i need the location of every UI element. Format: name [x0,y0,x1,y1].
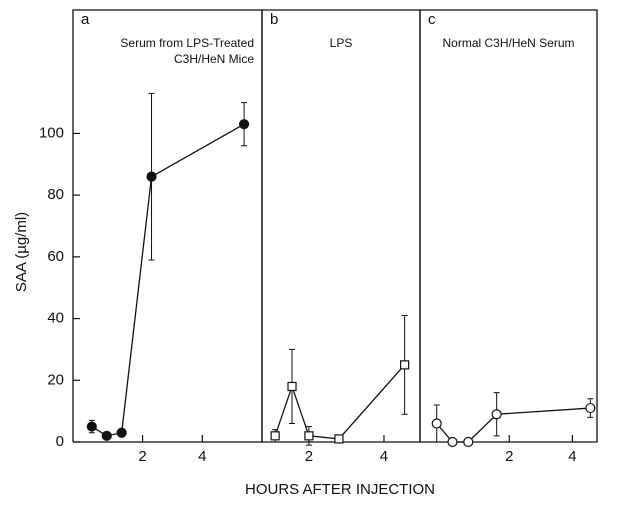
marker [447,436,458,448]
panel-label: a [81,11,90,28]
marker [491,409,502,420]
marker [146,171,157,182]
x-tick-label: 2 [305,448,313,465]
panel-frame [72,9,263,443]
x-tick-label: 4 [198,448,206,465]
x-tick-label: 2 [138,448,146,465]
marker [287,381,297,392]
marker [463,436,474,448]
x-tick-label: 4 [380,448,388,465]
panel-title: Normal C3H/HeN Serum [442,36,574,50]
panel-label: c [428,11,436,28]
marker [238,119,250,130]
marker [304,431,314,441]
y-tick-label: 20 [47,371,64,388]
marker [101,430,112,441]
panel-frame [261,9,421,443]
panel-title: C3H/HeN Mice [174,52,254,66]
marker [334,434,344,444]
y-tick-label: 100 [39,124,64,141]
data-line [91,123,245,437]
marker [585,402,596,414]
panel-label: b [270,11,278,28]
y-axis-label: SAA (µg/ml) [13,212,30,292]
marker [270,431,280,441]
y-tick-label: 40 [47,310,64,327]
x-tick-label: 2 [505,448,513,465]
marker [431,418,442,429]
panel-title: LPS [330,36,353,50]
x-tick-label: 4 [568,448,576,465]
marker [400,360,410,370]
x-axis-label: HOURS AFTER INJECTION [245,481,435,498]
y-tick-label: 80 [47,186,64,203]
y-tick-label: 0 [56,433,64,450]
panel-title: Serum from LPS-Treated [120,36,254,50]
data-line [436,407,591,443]
panel-frame [419,9,598,443]
y-tick-label: 60 [47,248,64,265]
marker [116,427,127,438]
data-line [274,364,406,440]
marker [86,421,97,432]
